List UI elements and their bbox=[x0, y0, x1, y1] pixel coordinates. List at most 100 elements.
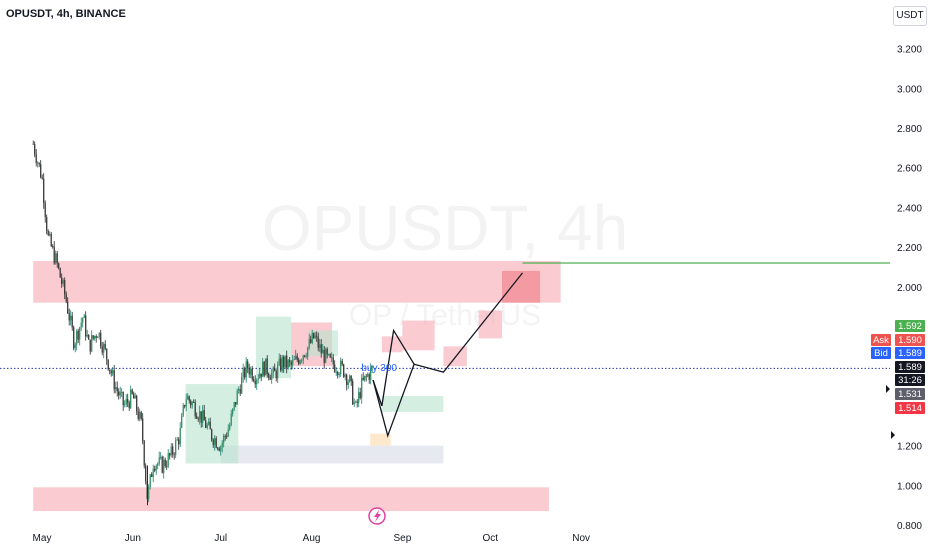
candle-body bbox=[118, 391, 120, 396]
candle-body bbox=[110, 370, 112, 374]
x-tick-label: Sep bbox=[393, 533, 411, 544]
candle-body bbox=[160, 456, 162, 458]
candle-body bbox=[338, 373, 340, 375]
price-label-bg bbox=[895, 320, 925, 332]
candle-body bbox=[323, 349, 325, 363]
candle-body bbox=[244, 368, 246, 378]
candle-body bbox=[325, 348, 327, 363]
price-label-bg bbox=[895, 347, 925, 359]
candle-body bbox=[128, 402, 130, 409]
candle-body bbox=[364, 375, 366, 380]
candle-body bbox=[184, 405, 186, 407]
candle-body bbox=[158, 457, 160, 464]
candle-body bbox=[361, 377, 363, 398]
candle-body bbox=[283, 357, 285, 368]
candle-body bbox=[359, 392, 361, 398]
candle-body bbox=[134, 395, 136, 399]
candle-body bbox=[292, 359, 294, 365]
candle-body bbox=[179, 427, 181, 445]
candle-body bbox=[332, 357, 334, 365]
candle-body bbox=[155, 465, 157, 471]
candle-body bbox=[209, 421, 211, 430]
candle-body bbox=[58, 263, 60, 269]
candle-body bbox=[278, 358, 280, 365]
candle-body bbox=[355, 401, 357, 403]
candle-body bbox=[61, 277, 63, 284]
candle-body bbox=[205, 420, 207, 428]
candle-body bbox=[344, 374, 346, 377]
candle-body bbox=[275, 371, 277, 379]
zone-green-box-jun bbox=[185, 384, 239, 464]
candle-body bbox=[247, 361, 249, 369]
candle-body bbox=[266, 358, 268, 374]
candle-body bbox=[319, 344, 321, 348]
candle-body bbox=[343, 364, 345, 377]
candle-body bbox=[41, 177, 43, 179]
candle-body bbox=[187, 396, 189, 400]
price-label-bg bbox=[895, 402, 925, 414]
zone-demand-low bbox=[33, 487, 549, 512]
candle-body bbox=[223, 435, 225, 443]
candle-body bbox=[256, 379, 258, 385]
candle-body bbox=[94, 336, 96, 339]
currency-button[interactable]: USDT bbox=[893, 6, 927, 26]
candle-body bbox=[143, 440, 145, 466]
candle-body bbox=[65, 293, 67, 302]
candle-body bbox=[68, 313, 70, 321]
price-label: 1.531 bbox=[898, 389, 922, 400]
candle-body bbox=[293, 359, 295, 361]
candle-body bbox=[100, 332, 102, 347]
candle-body bbox=[98, 332, 100, 338]
candle-body bbox=[286, 355, 288, 368]
candle-body bbox=[79, 327, 81, 340]
candle-body bbox=[196, 416, 198, 419]
candle-body bbox=[173, 454, 175, 456]
candle-body bbox=[368, 374, 370, 380]
price-label: 1.589 bbox=[898, 362, 922, 373]
y-tick-label: 0.800 bbox=[897, 521, 922, 532]
candle-body bbox=[85, 315, 87, 337]
candle-body bbox=[326, 348, 328, 355]
candle-body bbox=[104, 343, 106, 349]
candle-body bbox=[140, 411, 142, 419]
candle-body bbox=[211, 429, 213, 440]
y-tick-label: 3.200 bbox=[897, 45, 922, 56]
candle-body bbox=[115, 387, 117, 390]
candle-body bbox=[347, 381, 349, 385]
candles bbox=[32, 140, 373, 506]
candle-body bbox=[131, 389, 133, 394]
candle-body bbox=[260, 373, 262, 377]
candle-body bbox=[122, 391, 124, 406]
candle-body bbox=[86, 335, 88, 337]
candle-body bbox=[161, 456, 163, 473]
candle-body bbox=[212, 439, 214, 446]
candle-body bbox=[206, 424, 208, 428]
candle-body bbox=[139, 411, 141, 419]
price-label: 1.589 bbox=[898, 348, 922, 359]
x-tick-label: May bbox=[33, 533, 52, 544]
candle-body bbox=[95, 336, 97, 338]
lightning-icon-bolt bbox=[374, 510, 381, 522]
zone-supply bbox=[33, 260, 561, 303]
candle-body bbox=[188, 396, 190, 401]
candle-body bbox=[290, 361, 292, 365]
candle-body bbox=[358, 392, 360, 403]
candle-body bbox=[284, 355, 286, 368]
candle-body bbox=[77, 330, 79, 340]
candle-body bbox=[233, 402, 235, 409]
candle-body bbox=[371, 366, 373, 368]
candle-body bbox=[329, 354, 331, 358]
buy-annotation: buy 300 bbox=[361, 363, 397, 374]
candle-body bbox=[32, 143, 34, 145]
candle-body bbox=[62, 280, 64, 284]
candle-body bbox=[254, 380, 256, 385]
candle-body bbox=[350, 375, 352, 382]
candle-body bbox=[169, 453, 171, 456]
candle-body bbox=[145, 465, 147, 482]
candle-body bbox=[103, 343, 105, 353]
candle-body bbox=[178, 439, 180, 445]
candle-body bbox=[70, 315, 72, 321]
zone-gray-zone bbox=[220, 445, 444, 464]
